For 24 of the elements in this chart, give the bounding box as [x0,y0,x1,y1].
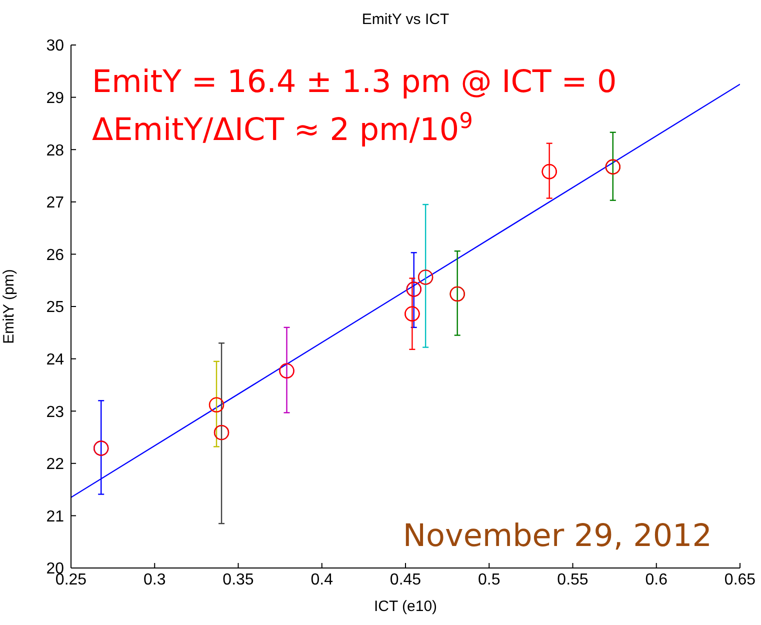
x-tick-label: 0.35 [222,571,254,588]
chart-title: EmitY vs ICT [362,11,450,28]
annotation: November 29, 2012 [402,518,712,554]
y-tick-label: 24 [46,351,64,368]
x-axis-title: ICT (e10) [374,598,438,615]
y-axis-title: EmitY (pm) [0,269,18,344]
annotation: EmitY = 16.4 ± 1.3 pm @ ICT = 0 [92,64,617,100]
y-tick-label: 29 [46,90,64,107]
y-tick-label: 22 [46,456,64,474]
y-tick-label: 30 [46,38,64,55]
x-tick-label: 0.6 [645,571,668,588]
y-tick-label: 21 [46,508,64,526]
x-tick-label: 0.4 [310,571,334,588]
x-tick-label: 0.65 [724,571,756,588]
y-tick-label: 27 [46,194,64,212]
x-tick-label: 0.5 [478,571,500,588]
x-tick-label: 0.45 [390,571,422,588]
y-tick-label: 26 [46,246,64,264]
annotation: ΔEmitY/ΔICT ≈ 2 pm/10$^{9}$ [92,108,473,148]
x-tick-label: 0.3 [144,571,166,588]
y-tick-label: 28 [46,142,64,160]
y-tick-label: 25 [46,299,64,316]
y-tick-label: 23 [46,404,64,421]
x-tick-label: 0.55 [557,571,588,588]
